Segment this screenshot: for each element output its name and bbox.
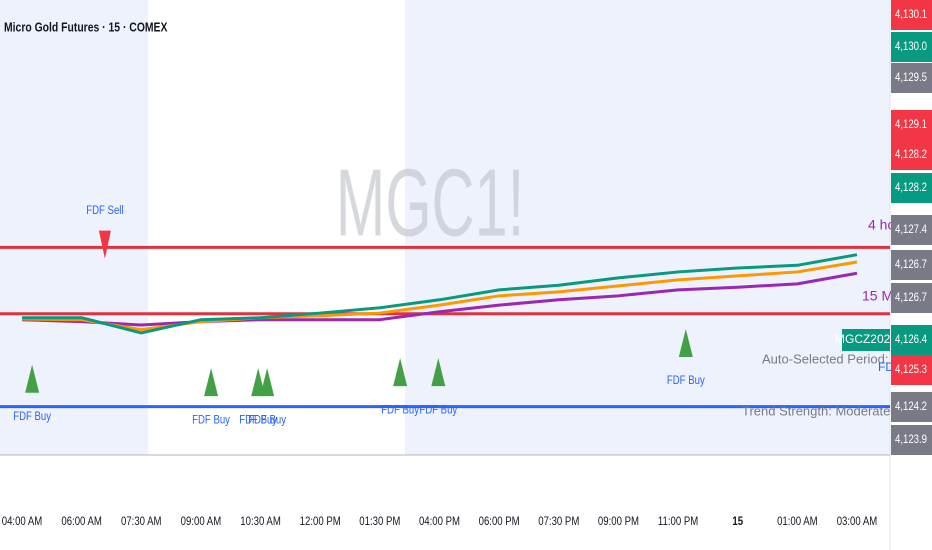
x-tick-label: 09:00 PM (598, 515, 639, 528)
price-tag (891, 283, 932, 313)
x-tick-label: 12:00 PM (300, 515, 341, 528)
price-tag-label: 4,127.4 (895, 223, 927, 236)
x-tick-label: 03:00 AM (837, 515, 878, 528)
signal-label: FDF Buy (667, 374, 705, 387)
price-tag-label: 4,128.2 (895, 148, 927, 161)
x-tick-label: 10:30 AM (240, 515, 281, 528)
series-line (21, 271, 858, 327)
signal-label: FDF Sell (86, 204, 123, 217)
buy-signal (260, 368, 275, 397)
signal-label: FDF Buy (13, 410, 51, 423)
x-tick-label: 15 (732, 515, 743, 528)
buy-signal (678, 328, 693, 357)
watermark: MGC1! (336, 149, 524, 256)
x-tick-label: 06:00 AM (61, 515, 102, 528)
annotation: MGCZ2025 (835, 332, 897, 346)
price-tag-label: 4,128.2 (895, 181, 927, 194)
signal-label: FDF Buy (419, 403, 457, 416)
annotation: Auto-Selected Period: 20 (762, 351, 907, 366)
signal-label: FDF Buy (239, 413, 277, 426)
price-tag (891, 250, 932, 280)
chart-title: Micro Gold Futures · 15 · COMEX (4, 20, 168, 34)
price-tag (891, 0, 932, 30)
symbol-tag (842, 329, 890, 351)
signal-label: FDF Buy (381, 403, 419, 416)
annotation: Trend Strength: Moderately Strong (742, 403, 932, 418)
price-tag-label: 4,124.2 (895, 400, 927, 413)
x-tick-label: 04:00 PM (419, 515, 460, 528)
buy-signal (393, 358, 408, 387)
price-tag (891, 425, 932, 455)
price-tag-label: 4,129.1 (895, 118, 927, 131)
price-tag (891, 110, 932, 140)
price-tag-label: 4,126.7 (895, 258, 927, 271)
price-tag-label: 4,125.3 (895, 363, 927, 376)
price-tag-label: 4,130.1 (895, 8, 927, 21)
sell-signal (98, 230, 111, 259)
signal-label: FDF Buy (248, 413, 286, 426)
price-tag-label: 4,129.5 (895, 71, 927, 84)
x-tick-label: 07:30 PM (538, 515, 579, 528)
series-line (21, 260, 858, 332)
buy-signal (204, 368, 219, 397)
x-tick-label: 11:00 PM (658, 515, 698, 528)
price-tag-label: 4,126.7 (895, 291, 927, 304)
x-tick-label: 04:00 AM (2, 515, 43, 528)
x-tick-label: 01:30 PM (359, 515, 400, 528)
x-tick-label: 09:00 AM (181, 515, 222, 528)
price-tag-label: 4,130.0 (895, 40, 927, 53)
x-tick-label: 07:30 AM (121, 515, 162, 528)
session-shade (0, 0, 148, 455)
buy-signal (25, 364, 40, 393)
price-tag (891, 63, 932, 93)
signal-label: FDF Buy (192, 413, 230, 426)
buy-signal (431, 358, 446, 387)
price-tag (891, 140, 932, 170)
series-line (22, 253, 858, 335)
buy-signal (251, 368, 266, 397)
x-tick-label: 06:00 PM (479, 515, 520, 528)
price-tag (891, 215, 932, 245)
price-tag (891, 32, 932, 62)
price-tag (891, 392, 932, 422)
price-tag (891, 325, 932, 355)
x-tick-label: 01:00 AM (777, 515, 818, 528)
price-tag-label: 4,126.4 (895, 333, 927, 346)
price-tag-label: 4,123.9 (895, 433, 927, 446)
price-tag (891, 173, 932, 203)
session-shade (405, 0, 890, 455)
price-tag (891, 355, 932, 385)
